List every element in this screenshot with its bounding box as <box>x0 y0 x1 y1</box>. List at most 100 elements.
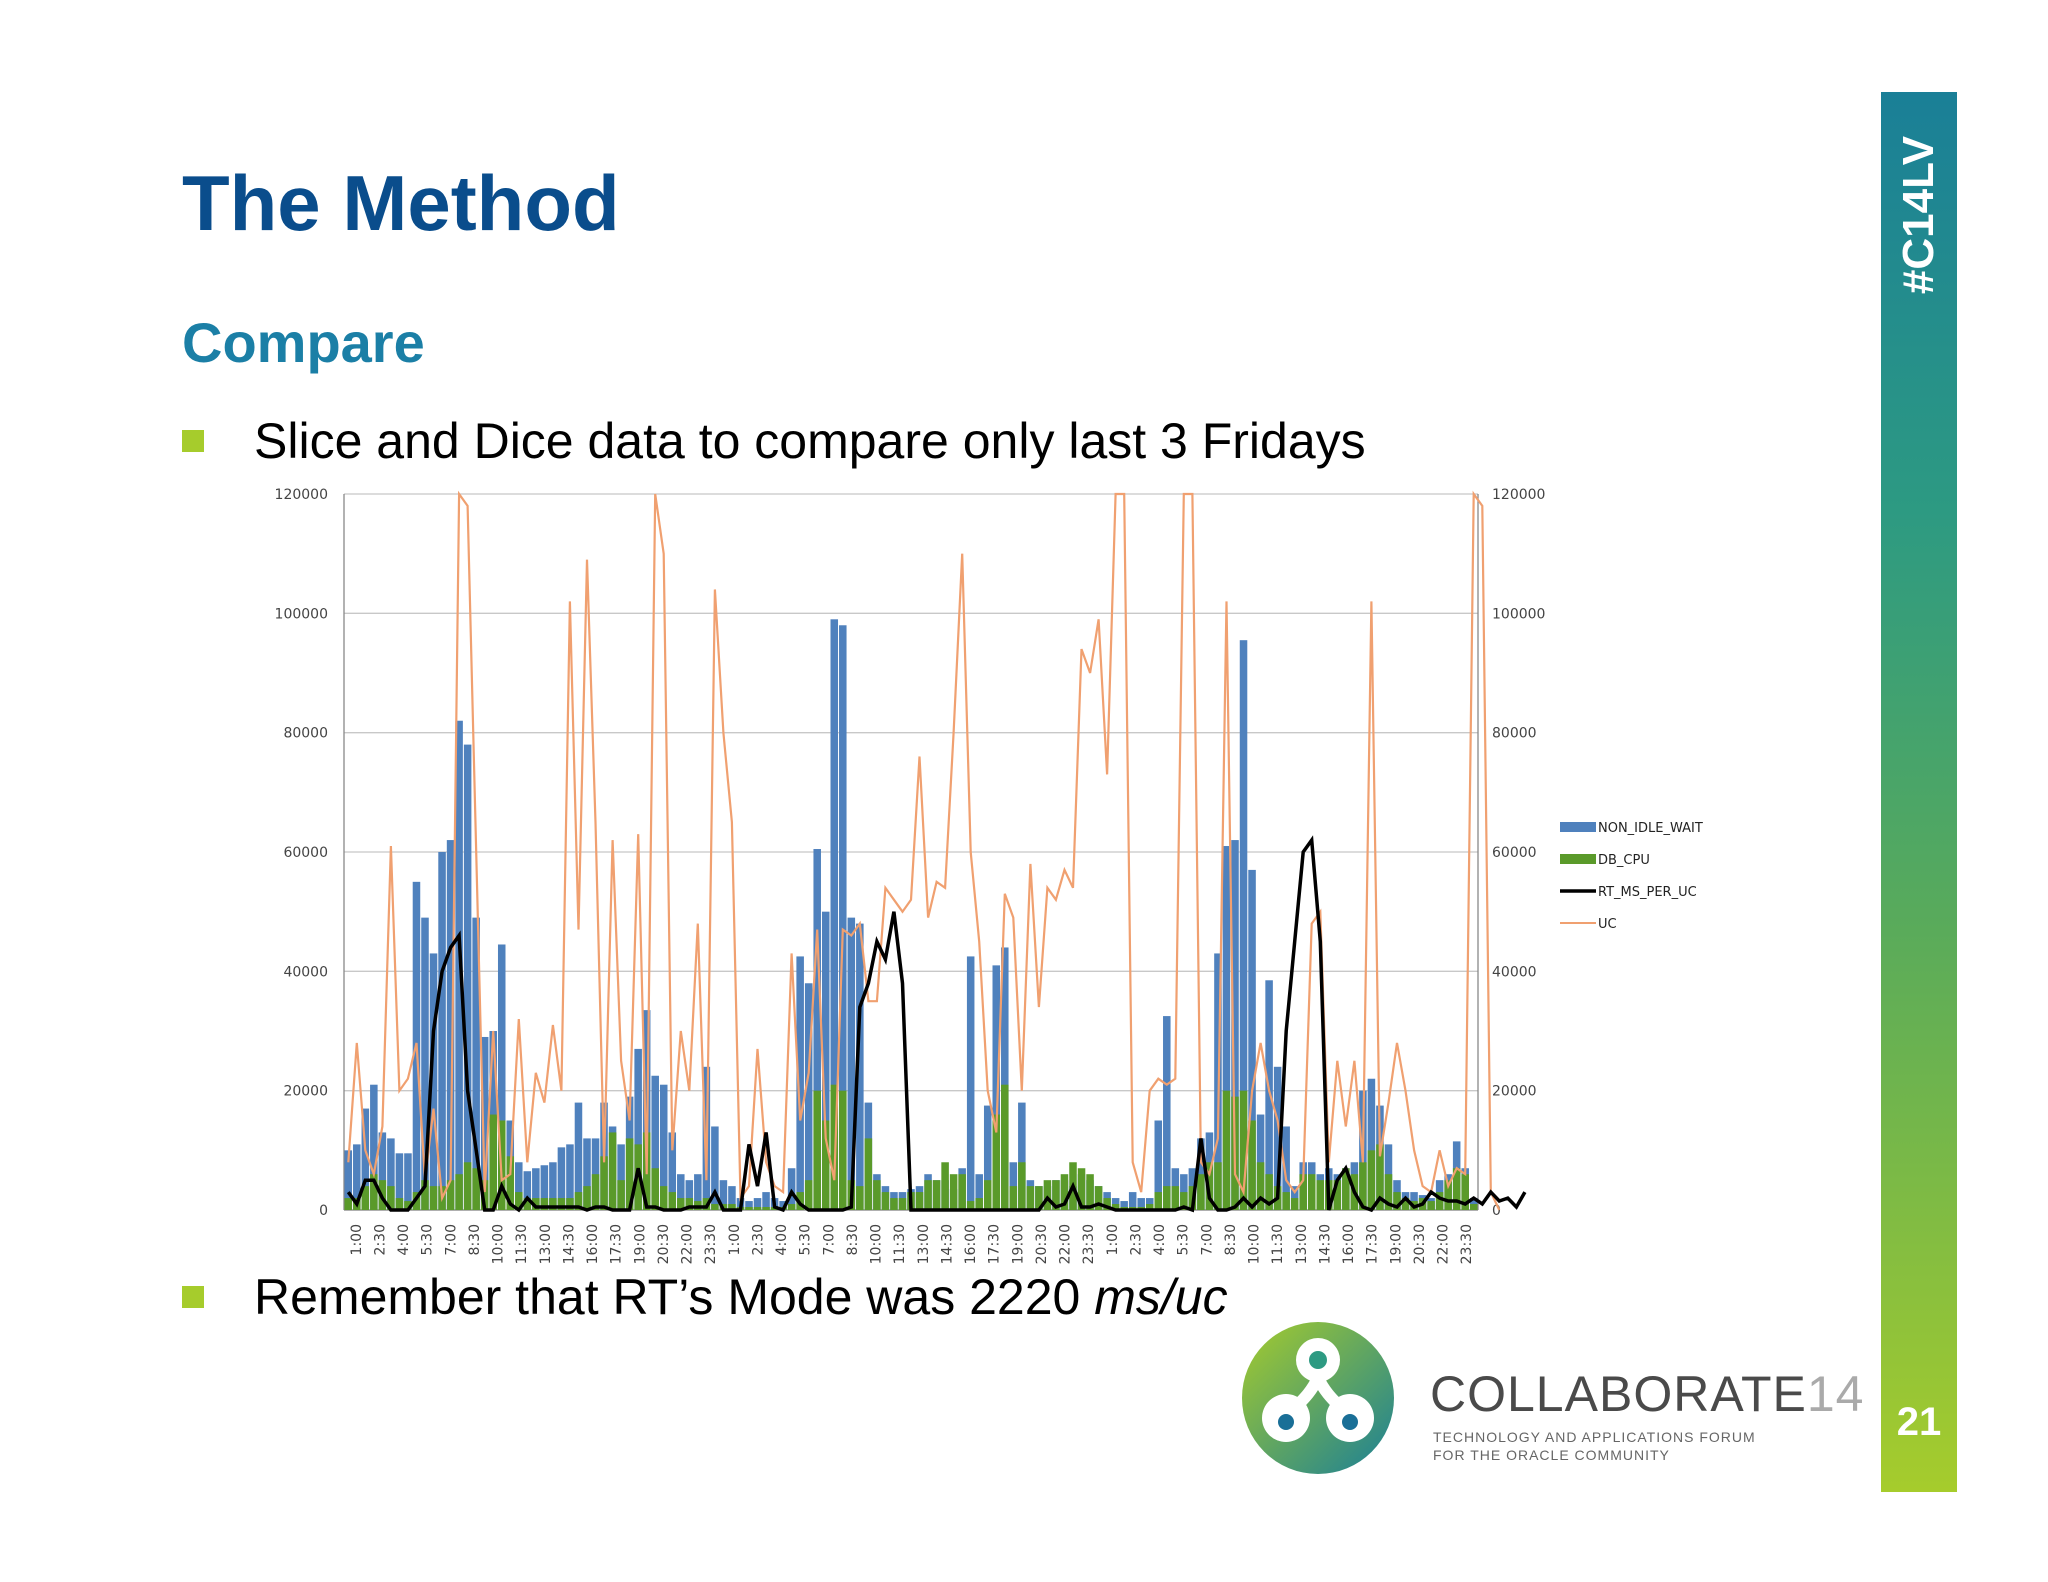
x-tick-label: 8:30 <box>467 1224 483 1255</box>
bar-db-cpu <box>1435 1192 1444 1210</box>
bar-non-idle-wait <box>557 1147 566 1210</box>
y-tick-label-left: 0 <box>319 1203 328 1219</box>
bar-non-idle-wait <box>361 1108 370 1210</box>
bar-db-cpu <box>941 1162 949 1210</box>
bar-non-idle-wait <box>1265 980 1273 1210</box>
bar-db-cpu <box>1094 1186 1103 1210</box>
x-tick-label: 23:30 <box>1459 1224 1475 1264</box>
bar-db-cpu <box>489 1114 497 1210</box>
bullet-text: Slice and Dice data to compare only last… <box>254 413 1366 469</box>
y-tick-label-left: 40000 <box>283 964 328 980</box>
bar-db-cpu <box>1342 1168 1350 1210</box>
page-title: The Method <box>182 159 620 247</box>
bar-non-idle-wait <box>515 1162 523 1210</box>
bar-non-idle-wait <box>1239 640 1248 1210</box>
bar-non-idle-wait <box>762 1192 770 1210</box>
x-tick-label: 16:00 <box>1341 1224 1357 1264</box>
bar-db-cpu <box>728 1204 736 1210</box>
bar-non-idle-wait <box>421 917 429 1210</box>
x-tick-label: 2:30 <box>372 1224 388 1255</box>
bar-db-cpu <box>1060 1174 1069 1210</box>
x-tick-label: 17:30 <box>1365 1224 1381 1264</box>
bar-db-cpu <box>523 1198 532 1210</box>
bar-non-idle-wait <box>796 956 804 1210</box>
bar-non-idle-wait <box>975 1174 983 1210</box>
x-tick-label: 5:30 <box>798 1224 814 1255</box>
bar-non-idle-wait <box>353 1144 361 1210</box>
bar-non-idle-wait <box>583 1138 591 1210</box>
x-tick-label: 20:30 <box>656 1224 672 1264</box>
bar-db-cpu <box>557 1198 566 1210</box>
bar-db-cpu <box>975 1198 983 1210</box>
bar-db-cpu <box>1103 1198 1111 1210</box>
x-tick-label: 10:00 <box>869 1224 885 1264</box>
x-tick-label: 8:30 <box>1223 1224 1239 1255</box>
bar-db-cpu <box>830 1084 839 1210</box>
bar-non-idle-wait <box>813 849 821 1210</box>
x-tick-label: 16:00 <box>963 1224 979 1264</box>
bar-non-idle-wait <box>779 1201 787 1210</box>
bar-db-cpu <box>1111 1204 1120 1210</box>
bar-db-cpu <box>745 1207 753 1210</box>
y-tick-label-right: 0 <box>1492 1203 1501 1219</box>
x-tick-label: 20:30 <box>1034 1224 1050 1264</box>
bar-db-cpu <box>1154 1192 1163 1210</box>
sidebar-band <box>1881 92 1957 1492</box>
x-tick-label: 23:30 <box>1081 1224 1097 1264</box>
bullet-item: Remember that RT’s Mode was 2220 ms/uc <box>182 1268 1228 1326</box>
x-tick-label: 11:30 <box>514 1224 530 1264</box>
bar-non-idle-wait <box>404 1153 412 1210</box>
bar-db-cpu <box>915 1192 924 1210</box>
bar-db-cpu <box>1180 1192 1188 1210</box>
bar-db-cpu <box>506 1156 515 1210</box>
bar-db-cpu <box>387 1186 395 1210</box>
y-tick-label-right: 80000 <box>1492 726 1537 742</box>
bar-db-cpu <box>1077 1168 1086 1210</box>
bar-non-idle-wait <box>566 1144 574 1210</box>
bar-db-cpu <box>1282 1192 1290 1210</box>
bar-db-cpu <box>1256 1162 1265 1210</box>
bar-non-idle-wait <box>574 1102 583 1210</box>
bar-db-cpu <box>540 1198 549 1210</box>
bar-non-idle-wait <box>438 852 446 1210</box>
bar-non-idle-wait <box>992 965 1001 1210</box>
bar-db-cpu <box>1145 1204 1154 1210</box>
bar-db-cpu <box>958 1174 966 1210</box>
bar-db-cpu <box>677 1198 685 1210</box>
bar-non-idle-wait <box>472 917 480 1210</box>
line-rt-ms-per-uc <box>346 835 1527 1213</box>
bar-non-idle-wait <box>856 923 864 1210</box>
bar-db-cpu <box>1248 1120 1256 1210</box>
bar-non-idle-wait <box>463 744 472 1210</box>
bar-db-cpu <box>1171 1186 1180 1210</box>
bar-non-idle-wait <box>1120 1201 1128 1210</box>
bar-db-cpu <box>1086 1174 1094 1210</box>
x-tick-label: 13:00 <box>1294 1224 1310 1264</box>
x-tick-label: 4:00 <box>396 1224 412 1255</box>
bar-non-idle-wait <box>1282 1126 1290 1210</box>
x-tick-label: 22:00 <box>1058 1224 1074 1264</box>
x-tick-label: 19:00 <box>1388 1224 1404 1264</box>
brand-tagline: TECHNOLOGY AND APPLICATIONS FORUM FOR TH… <box>1433 1429 1756 1463</box>
bar-db-cpu <box>1239 1090 1248 1210</box>
y-tick-label-right: 100000 <box>1492 606 1545 622</box>
x-tick-label: 13:00 <box>916 1224 932 1264</box>
bar-db-cpu <box>1265 1174 1273 1210</box>
bar-db-cpu <box>949 1174 958 1210</box>
bar-db-cpu <box>839 1090 847 1210</box>
x-tick-label: 19:00 <box>1010 1224 1026 1264</box>
bar-non-idle-wait <box>1001 947 1009 1210</box>
bar-db-cpu <box>1461 1174 1469 1210</box>
bar-db-cpu <box>898 1198 907 1210</box>
bar-db-cpu <box>924 1180 932 1210</box>
bar-db-cpu <box>472 1168 480 1210</box>
bar-db-cpu <box>617 1180 625 1210</box>
bar-db-cpu <box>344 1198 353 1210</box>
bar-db-cpu <box>1214 1162 1222 1210</box>
bar-db-cpu <box>1376 1144 1384 1210</box>
x-tick-label: 13:00 <box>538 1224 554 1264</box>
bar-db-cpu <box>634 1144 642 1210</box>
bar-db-cpu <box>762 1207 770 1210</box>
